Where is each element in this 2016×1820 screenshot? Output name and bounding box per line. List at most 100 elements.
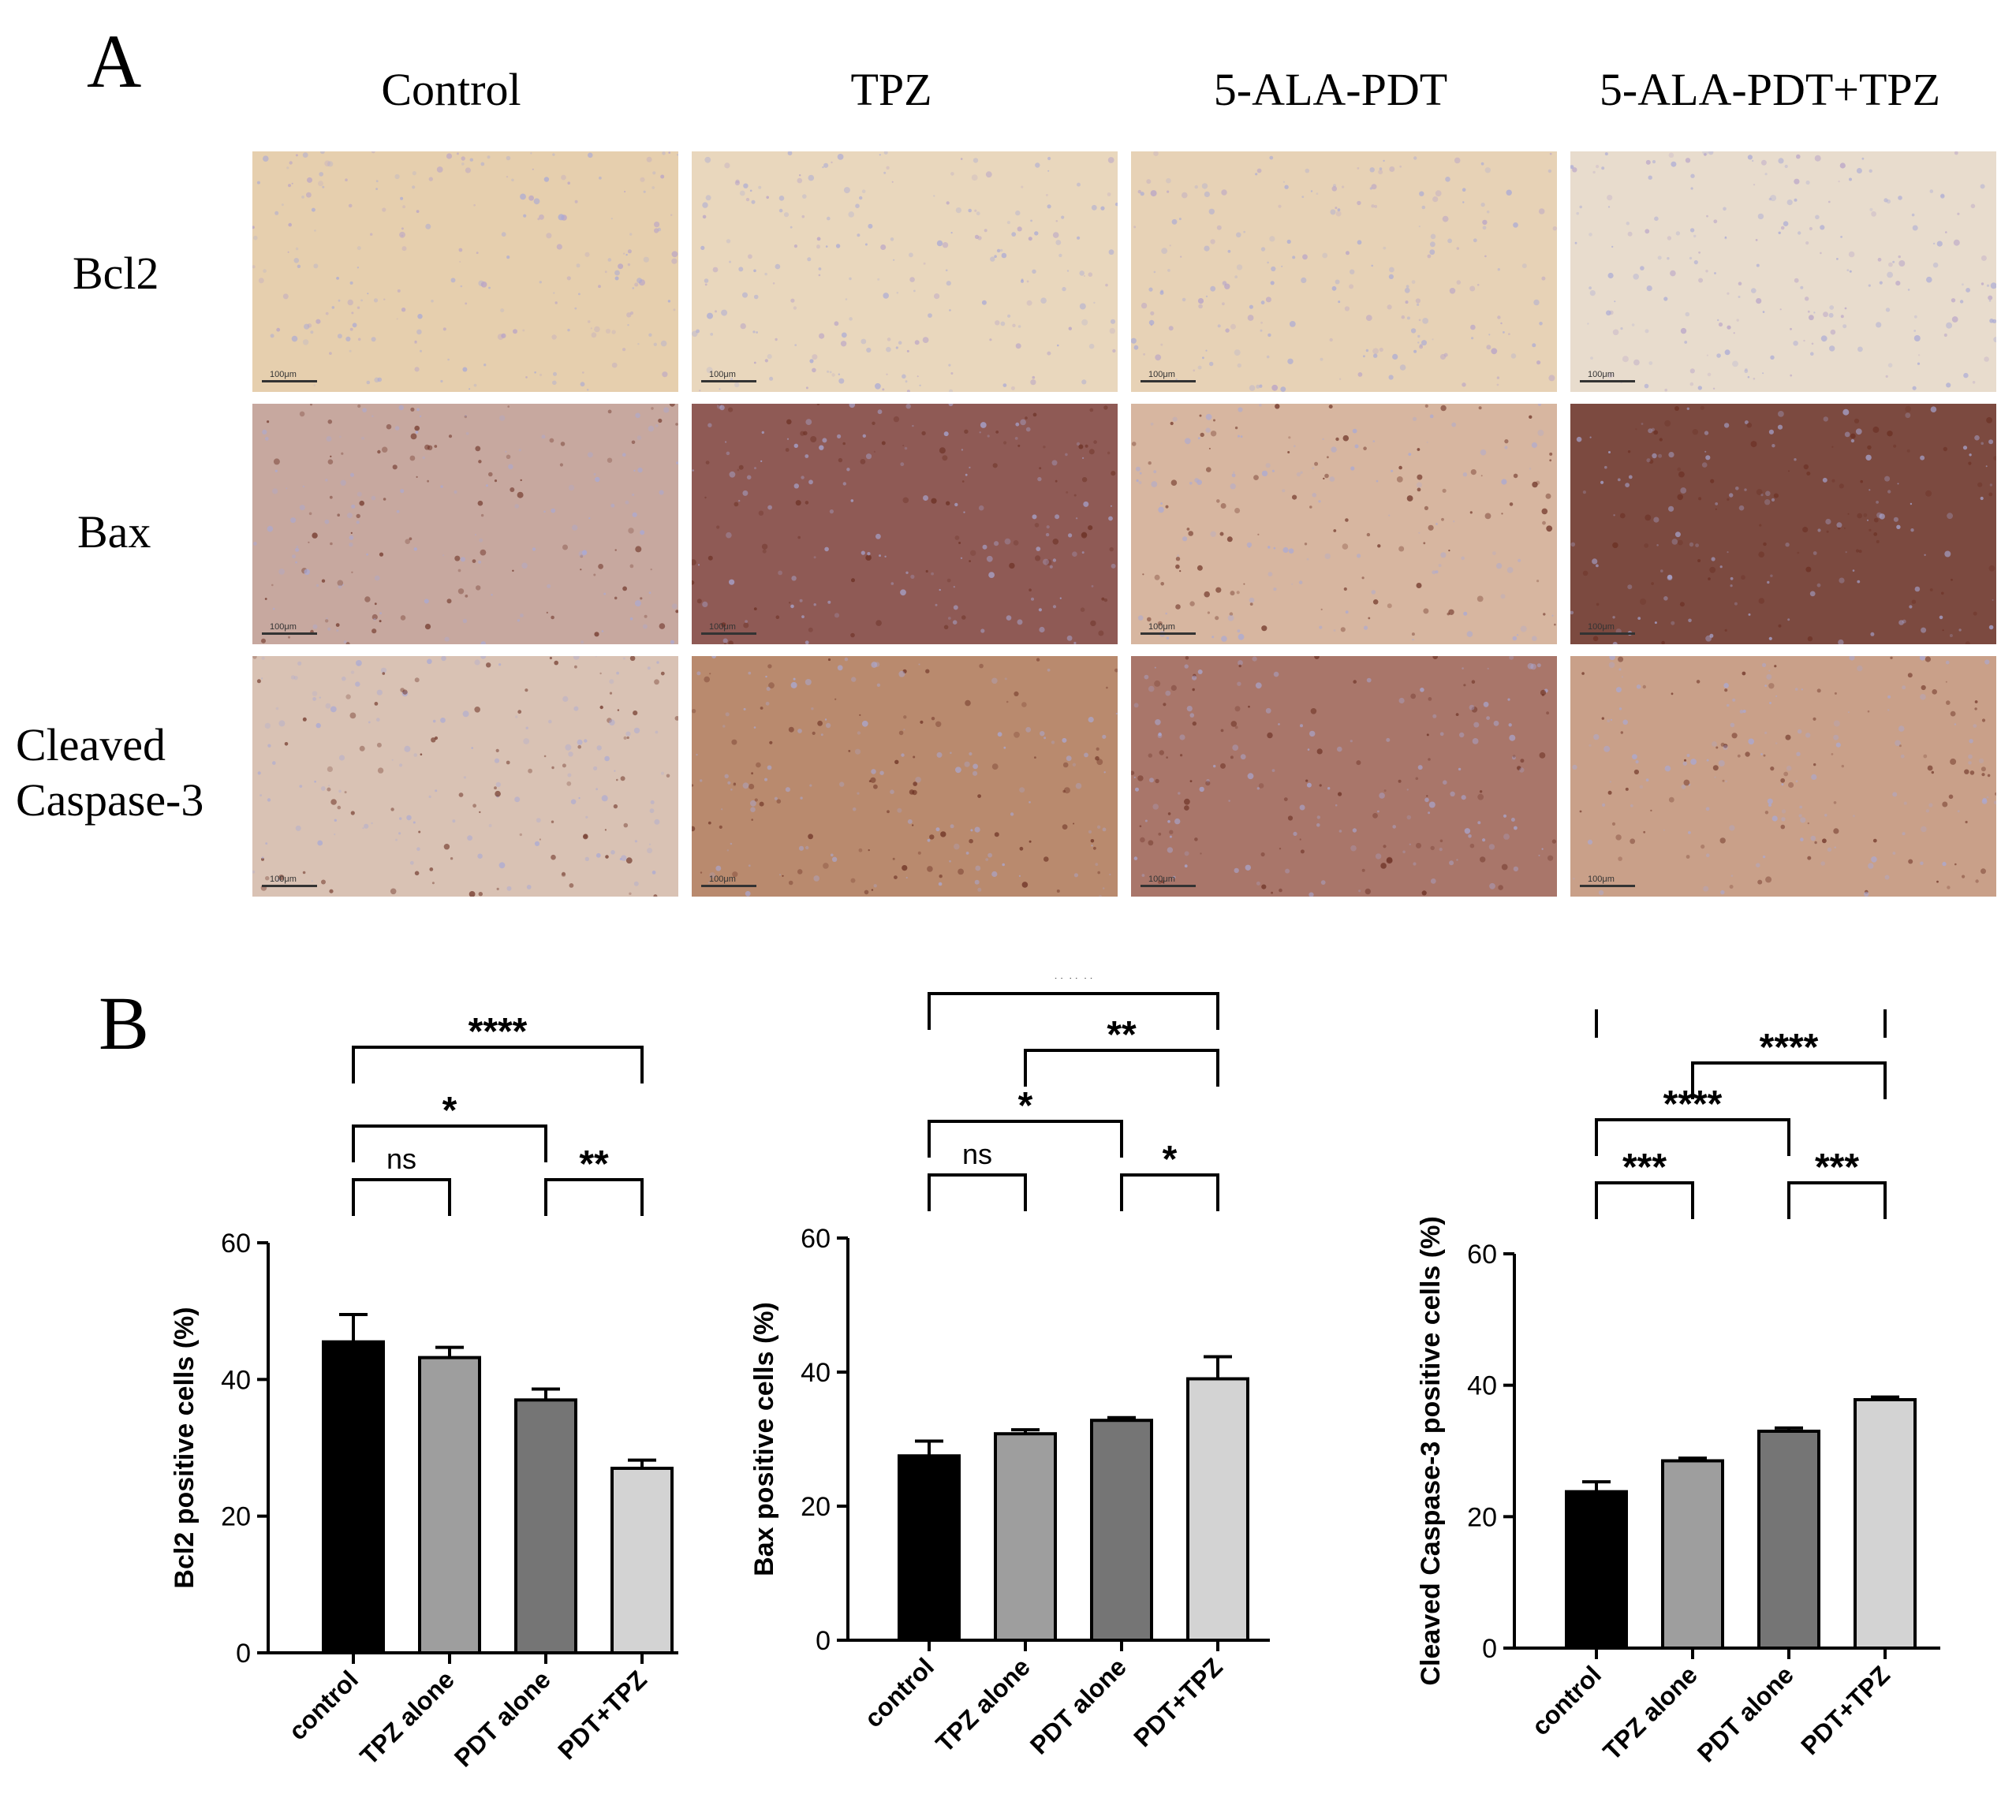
- panel-a-letter: A: [87, 19, 142, 103]
- ihc-image-bax-5-ala-pdt-tpz: 100μm: [1570, 404, 1996, 644]
- bar-tpz-alone: [994, 1432, 1057, 1642]
- significance-label: ***: [1622, 1147, 1667, 1188]
- y-tick-label: 20: [221, 1502, 251, 1532]
- scale-bar: [1141, 885, 1196, 887]
- scale-bar: [1141, 632, 1196, 635]
- column-label-5-ala-pdt: 5-ALA-PDT: [1213, 64, 1448, 115]
- x-tick-label: TPZ alone: [930, 1652, 1036, 1758]
- significance-label: **: [579, 1143, 609, 1185]
- scale-bar: [1580, 885, 1635, 887]
- significance-bracket: [352, 1178, 451, 1216]
- scale-bar: [262, 885, 317, 887]
- scale-bar: [701, 885, 756, 887]
- scale-bar-label: 100μm: [270, 875, 297, 884]
- scale-bar: [1580, 632, 1635, 635]
- ihc-image-bax-control: 100μm: [252, 404, 678, 644]
- scale-bar-label: 100μm: [1148, 875, 1175, 884]
- bar-pdt-tpz: [1854, 1398, 1917, 1650]
- significance-label: ns: [386, 1143, 416, 1175]
- ihc-image-bcl2-tpz: 100μm: [692, 151, 1118, 392]
- y-tick-label: 0: [816, 1626, 831, 1656]
- significance-bracket: [352, 1124, 547, 1162]
- ihc-image-bax-tpz: 100μm: [692, 404, 1118, 644]
- x-tick-label: PDT+TPZ: [1795, 1660, 1895, 1760]
- y-tick-label: 40: [801, 1358, 831, 1388]
- scale-bar: [262, 380, 317, 382]
- significance-bracket: [1024, 1049, 1219, 1087]
- bar-control: [1565, 1490, 1628, 1650]
- x-tick-label: PDT alone: [1692, 1660, 1799, 1767]
- row-label-bax: Bax: [77, 506, 151, 558]
- significance-bracket: [1787, 1181, 1887, 1219]
- scale-bar: [1141, 380, 1196, 382]
- scale-bar: [701, 380, 756, 382]
- y-tick-label: 60: [1467, 1240, 1497, 1270]
- y-tick-label: 0: [236, 1639, 251, 1669]
- ihc-image-cleaved-caspase-3-5-ala-pdt: 100μm: [1131, 656, 1557, 897]
- bar-pdt-alone: [514, 1398, 577, 1654]
- ihc-image-bcl2-5-ala-pdt-tpz: 100μm: [1570, 151, 1996, 392]
- x-tick-label: control: [859, 1652, 939, 1732]
- x-tick-label: PDT+TPZ: [552, 1665, 652, 1765]
- y-tick-label: 0: [1482, 1634, 1497, 1664]
- y-tick-label: 20: [1467, 1502, 1497, 1532]
- row-label-bcl2: Bcl2: [73, 248, 159, 299]
- ihc-image-bcl2-5-ala-pdt: 100μm: [1131, 151, 1557, 392]
- significance-bracket: [928, 1120, 1123, 1158]
- significance-bracket: [352, 1046, 644, 1083]
- row-label-cleaved-caspase-3: Cleaved Caspase-3: [16, 719, 204, 826]
- y-axis-label: Bax positive cells (%): [749, 1302, 779, 1576]
- bar-pdt-tpz: [1186, 1377, 1249, 1642]
- ihc-image-bax-5-ala-pdt: 100μm: [1131, 404, 1557, 644]
- significance-label: **: [1107, 1014, 1137, 1056]
- bcl2-bar-chart: 0 20 40 60 Bcl2 positive cells (%) controlTPZ…: [170, 1011, 678, 1773]
- significance-bracket: [928, 1173, 1027, 1211]
- significance-label: *: [442, 1090, 457, 1132]
- y-tick-label: 40: [221, 1365, 251, 1395]
- scale-bar-label: 100μm: [709, 370, 736, 379]
- y-tick-label: 60: [801, 1224, 831, 1254]
- scale-bar-label: 100μm: [270, 370, 297, 379]
- significance-bracket: [1691, 1061, 1887, 1099]
- column-label-control: Control: [381, 64, 521, 115]
- significance-bracket: [928, 992, 1219, 1030]
- significance-label: ****: [1760, 1027, 1819, 1069]
- bar-pdt-tpz: [610, 1467, 674, 1654]
- significance-label: ****: [469, 1011, 528, 1053]
- significance-label: *: [1163, 1139, 1178, 1180]
- bar-tpz-alone: [1661, 1459, 1724, 1650]
- scale-bar-label: 100μm: [1588, 622, 1615, 632]
- ihc-image-bcl2-control: 100μm: [252, 151, 678, 392]
- x-tick-label: PDT alone: [449, 1665, 556, 1772]
- significance-bracket: [1595, 1009, 1887, 1038]
- y-tick-label: 20: [801, 1492, 831, 1522]
- y-axis-label: Bcl2 positive cells (%): [170, 1307, 200, 1588]
- scale-bar-label: 100μm: [1148, 370, 1175, 379]
- ihc-image-cleaved-caspase-3-tpz: 100μm: [692, 656, 1118, 897]
- scale-bar: [1580, 380, 1635, 382]
- significance-label: ns: [962, 1138, 992, 1170]
- x-tick-label: TPZ alone: [354, 1665, 460, 1770]
- ihc-image-cleaved-caspase-3-5-ala-pdt-tpz: 100μm: [1570, 656, 1996, 897]
- bar-control: [898, 1454, 961, 1642]
- bax-bar-chart: 0 20 40 60 Bax positive cells (%) controlTPZ …: [749, 978, 1270, 1760]
- significance-bracket: [544, 1178, 644, 1216]
- cleaved-caspase-3-bar-chart: 0 20 40 60 Cleaved Caspase-3 positive cells …: [1416, 1009, 1940, 1768]
- scale-bar-label: 100μm: [270, 622, 297, 632]
- x-tick-label: TPZ alone: [1597, 1660, 1703, 1766]
- panel-b-letter: B: [99, 981, 150, 1065]
- significance-bracket: [1120, 1173, 1219, 1211]
- y-tick-label: 60: [221, 1229, 251, 1259]
- scale-bar: [701, 632, 756, 635]
- significance-label: *: [1018, 1085, 1033, 1127]
- scale-bar-label: 100μm: [1588, 370, 1615, 379]
- x-tick-label: PDT alone: [1025, 1652, 1132, 1759]
- significance-label: ***: [1815, 1147, 1859, 1188]
- bar-pdt-alone: [1090, 1419, 1153, 1642]
- x-tick-label: control: [1526, 1660, 1607, 1740]
- ihc-image-cleaved-caspase-3-control: 100μm: [252, 656, 678, 897]
- bar-pdt-alone: [1757, 1430, 1820, 1650]
- significance-bracket: [1595, 1181, 1694, 1219]
- y-tick-label: 40: [1467, 1371, 1497, 1401]
- bar-control: [322, 1340, 385, 1654]
